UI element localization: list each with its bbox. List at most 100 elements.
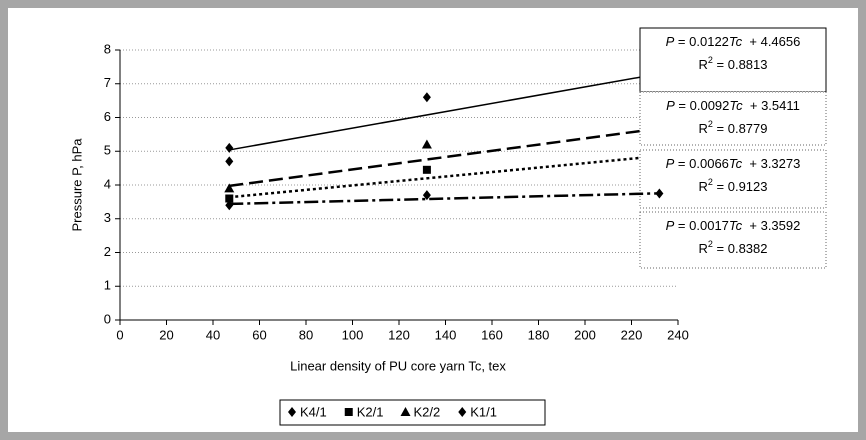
r-symbol: R (699, 121, 708, 136)
point (225, 194, 234, 203)
x-tick-label: 80 (299, 327, 313, 342)
equation-part: 0.0122 (689, 34, 729, 49)
equation: P = 0.0017Tc + 3.3592 (666, 218, 801, 233)
y-tick-label: 6 (104, 109, 111, 124)
equation-part: + (742, 156, 760, 171)
x-tick-label: 240 (667, 327, 689, 342)
equation-part: = (674, 156, 689, 171)
point (422, 190, 431, 201)
x-tick-label: 0 (116, 327, 123, 342)
legend-marker (400, 407, 411, 416)
r2-value: 0.8382 (728, 241, 768, 256)
equals: = (713, 241, 728, 256)
y-tick-label: 0 (104, 311, 111, 326)
legend-marker (344, 408, 353, 416)
y-axis-label: Pressure P, hPa (69, 138, 84, 232)
r-squared: R2 = 0.8779 (699, 119, 768, 136)
equation-part: = (674, 34, 689, 49)
x-tick-label: 100 (342, 327, 364, 342)
point (422, 165, 431, 174)
x-tick-label: 180 (528, 327, 550, 342)
equals: = (713, 121, 728, 136)
legend-marker (458, 407, 467, 417)
equation-part: 0.0017 (689, 218, 729, 233)
equals: = (713, 57, 728, 72)
r-superscript: 2 (708, 239, 713, 249)
equation-part: P (666, 98, 675, 113)
x-tick-label: 20 (159, 327, 173, 342)
r-squared: R2 = 0.8813 (699, 55, 768, 72)
r2-value: 0.8779 (728, 121, 768, 136)
trendline (229, 127, 660, 188)
r-squared: R2 = 0.8382 (699, 239, 768, 256)
legend-label: K1/1 (470, 404, 497, 419)
r-symbol: R (699, 241, 708, 256)
r-squared: R2 = 0.9123 (699, 177, 768, 194)
point (225, 200, 234, 211)
r-superscript: 2 (708, 55, 713, 65)
x-tick-label: 40 (206, 327, 220, 342)
y-tick-label: 4 (104, 176, 111, 191)
equation-part: Tc (729, 98, 743, 113)
x-tick-label: 60 (252, 327, 266, 342)
legend-label: K2/2 (414, 404, 441, 419)
r-superscript: 2 (708, 119, 713, 129)
r-superscript: 2 (708, 177, 713, 187)
equation-part: 3.5411 (761, 98, 800, 113)
x-tick-label: 140 (435, 327, 457, 342)
equation-part: 4.4656 (761, 34, 801, 49)
y-tick-label: 2 (104, 244, 111, 259)
point (224, 183, 235, 193)
equation-part: + (743, 98, 761, 113)
equation-part: 0.0066 (689, 156, 729, 171)
trendline (229, 192, 660, 206)
y-tick-label: 1 (104, 278, 111, 293)
equation-part: P (666, 156, 675, 171)
legend-box (279, 399, 546, 426)
equation-box (639, 211, 827, 269)
x-tick-label: 160 (481, 327, 503, 342)
equation-part: P (666, 218, 675, 233)
y-tick-label: 7 (104, 75, 111, 90)
equation-box (639, 149, 827, 209)
y-tick-label: 5 (104, 143, 111, 158)
point (225, 142, 234, 153)
trendline (229, 73, 660, 151)
equation-part: Tc (729, 218, 743, 233)
equation: P = 0.0092Tc + 3.5411 (666, 98, 800, 113)
trendline (229, 154, 660, 199)
equation-part: 3.3592 (761, 218, 801, 233)
x-tick-label: 220 (621, 327, 643, 342)
equation-box (639, 91, 827, 146)
equation-part: Tc (729, 156, 743, 171)
equation: P = 0.0122Tc + 4.4656 (666, 34, 801, 49)
point (655, 188, 664, 199)
equation-part: + (742, 34, 760, 49)
equals: = (713, 179, 728, 194)
r-symbol: R (699, 179, 708, 194)
equation: P = 0.0066Tc + 3.3273 (666, 156, 801, 171)
equation-box (639, 27, 827, 93)
equation-part: P (666, 34, 675, 49)
legend-marker (288, 407, 296, 417)
equation-part: 3.3273 (761, 156, 801, 171)
y-tick-label: 3 (104, 210, 111, 225)
r-symbol: R (699, 57, 708, 72)
x-tick-label: 120 (388, 327, 410, 342)
y-tick-label: 8 (104, 41, 111, 56)
point (422, 92, 431, 103)
legend-label: K4/1 (300, 404, 327, 419)
point (225, 156, 234, 167)
legend-label: K2/1 (357, 404, 384, 419)
x-tick-label: 200 (574, 327, 596, 342)
equation-part: Tc (729, 34, 743, 49)
r2-value: 0.8813 (728, 57, 768, 72)
x-axis-label: Linear density of PU core yarn Tc, tex (290, 358, 506, 373)
r2-value: 0.9123 (728, 179, 768, 194)
equation-part: + (742, 218, 760, 233)
equation-part: = (675, 98, 690, 113)
point (421, 139, 432, 149)
equation-part: 0.0092 (690, 98, 730, 113)
equation-part: = (674, 218, 689, 233)
